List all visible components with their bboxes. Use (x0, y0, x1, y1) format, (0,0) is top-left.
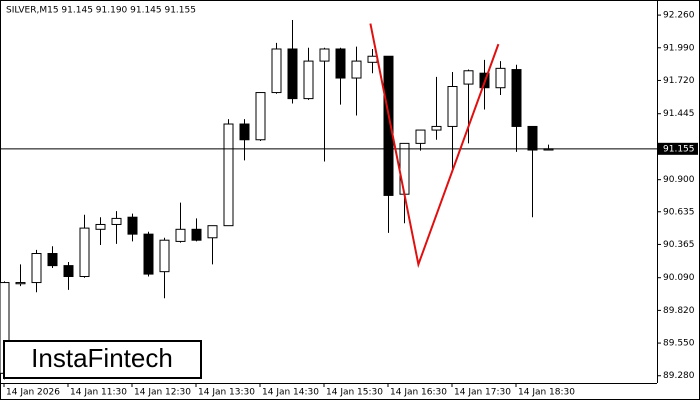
current-price-box (658, 142, 698, 155)
candle-body (31, 253, 42, 284)
y-tick-label: 92.260 (663, 11, 695, 21)
chart-title: SILVER,M15 91.145 91.190 91.145 91.155 (6, 6, 196, 16)
candle-body (367, 55, 378, 63)
candle-body (223, 123, 234, 227)
x-tick-label: 14 Jan 17:30 (454, 388, 511, 398)
y-tick-label: 89.550 (663, 339, 695, 349)
y-tick-label: 91.720 (663, 76, 695, 86)
y-tick-label: 90.090 (663, 273, 695, 283)
candle-body (79, 227, 90, 278)
candle-body (495, 67, 506, 89)
y-tick-label: 90.365 (663, 240, 695, 250)
y-tick-label: 90.635 (663, 207, 695, 217)
y-tick-label: 91.445 (663, 109, 695, 119)
watermark-box (3, 340, 202, 379)
candle-body (175, 228, 186, 242)
candle-body (319, 48, 330, 62)
candle-body (351, 60, 362, 79)
candle-body (399, 142, 410, 195)
candle-body (415, 129, 426, 144)
x-tick-label: 14 Jan 2026 (6, 388, 60, 398)
candle-body (255, 92, 266, 141)
x-tick-label: 14 Jan 12:30 (134, 388, 191, 398)
candle-body (303, 60, 314, 100)
candle-body (207, 225, 218, 239)
candle-body (527, 125, 538, 151)
candle-body (47, 253, 58, 267)
candle-body (191, 228, 202, 241)
x-tick-label: 14 Jan 14:30 (262, 388, 319, 398)
candle-body (271, 48, 282, 94)
y-tick-label: 89.820 (663, 306, 695, 316)
x-tick-label: 14 Jan 16:30 (390, 388, 447, 398)
candle-body (463, 70, 474, 85)
current-price-label: 91.155 (663, 144, 695, 154)
x-tick-label: 14 Jan 11:30 (70, 388, 127, 398)
candle-body (447, 86, 458, 127)
candle-body (127, 216, 138, 235)
candle-body (111, 217, 122, 225)
y-tick-label: 90.900 (663, 175, 695, 185)
candle-body (95, 223, 106, 230)
candle-body (239, 123, 250, 141)
candle-body (63, 265, 74, 278)
candle-body (335, 48, 346, 79)
x-tick-label: 14 Jan 13:30 (198, 388, 255, 398)
pattern-line (369, 23, 500, 269)
candle-body (159, 239, 170, 273)
watermark: InstaFintech (31, 343, 173, 373)
x-tick-label: 14 Jan 15:30 (326, 388, 383, 398)
y-tick-label: 89.280 (663, 371, 695, 381)
x-tick-label: 14 Jan 18:30 (518, 388, 575, 398)
y-tick-label: 91.990 (663, 43, 695, 53)
plot (0, 19, 657, 380)
candle-body (431, 125, 442, 131)
candle-body (511, 69, 522, 127)
candle-body (15, 282, 26, 285)
candle-body (383, 55, 394, 196)
candle-body (143, 233, 154, 275)
candle-body (287, 48, 298, 100)
